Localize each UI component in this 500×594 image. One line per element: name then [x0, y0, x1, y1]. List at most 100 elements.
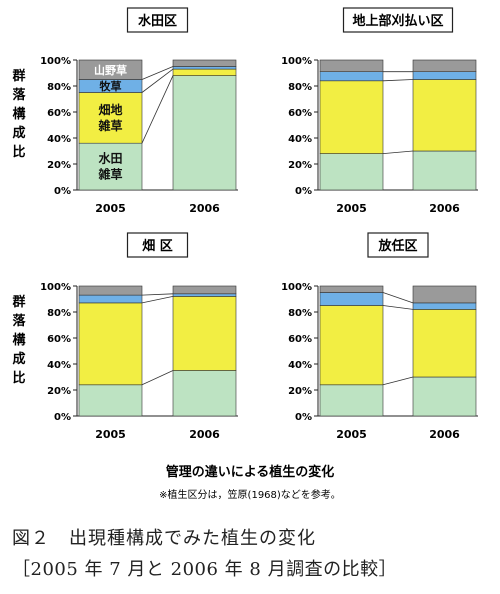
- bar-segment: [319, 384, 384, 417]
- bar-segment: [172, 285, 237, 295]
- bar-segment: [78, 92, 143, 144]
- chart-main-label: 管理の違いによる植生の変化: [166, 464, 335, 480]
- x-tick-label: 2006: [189, 428, 220, 441]
- bar-segment: [412, 302, 477, 310]
- bar-segment: [172, 59, 237, 67]
- y-axis-label-char: 構: [12, 106, 25, 122]
- y-axis-label-char: 構: [12, 332, 25, 348]
- connector-line: [141, 68, 174, 93]
- y-tick-label: 20%: [47, 386, 71, 397]
- x-tick-label: 2006: [429, 202, 460, 215]
- bar-segment: [319, 80, 384, 154]
- y-axis-label-char: 成: [12, 125, 25, 141]
- bar-segment: [319, 305, 384, 386]
- chart-title-box: [126, 232, 189, 258]
- connector-line: [382, 376, 414, 386]
- connector-line: [141, 293, 174, 296]
- y-tick-label: 40%: [47, 360, 71, 371]
- bar-segment: [78, 142, 143, 191]
- y-tick-label: 100%: [281, 56, 312, 67]
- series-label: 雑草: [97, 167, 122, 182]
- bar-segment: [412, 71, 477, 80]
- bar-segment: [319, 153, 384, 191]
- chart-title: 水田区: [138, 13, 177, 29]
- bar-segment: [78, 285, 143, 296]
- y-tick-label: 80%: [47, 308, 71, 319]
- chart-title: 地上部刈払い区: [352, 13, 443, 29]
- y-tick-label: 100%: [40, 56, 71, 67]
- y-axis-label-char: 群: [12, 294, 25, 310]
- bar-segment: [412, 285, 477, 304]
- y-tick-label: 40%: [288, 134, 312, 145]
- figure-caption-sub: ［2005 年 7 月と 2006 年 8 月調査の比較］: [12, 559, 398, 580]
- connector-line: [382, 305, 414, 310]
- connector-line: [382, 150, 414, 154]
- chart-panel: 放任区 0% 20% 40% 60% 80% 100% 2005 2006: [281, 232, 478, 441]
- y-tick-label: 20%: [288, 160, 312, 171]
- bar-segment: [319, 59, 384, 72]
- y-tick-label: 0%: [54, 186, 71, 197]
- y-tick-label: 80%: [288, 308, 312, 319]
- bar-segment: [78, 59, 143, 80]
- bar-segment: [412, 376, 477, 417]
- bar-segment: [412, 150, 477, 191]
- y-tick-label: 0%: [295, 412, 312, 423]
- series-label: 雑草: [97, 118, 122, 133]
- figure-caption: 図２ 出現種構成でみた植生の変化: [12, 528, 316, 549]
- connector-line: [141, 75, 174, 144]
- series-label: 畑地: [98, 102, 122, 117]
- y-tick-label: 80%: [288, 82, 312, 93]
- connector-line: [141, 370, 174, 386]
- series-label: 水田: [98, 151, 122, 166]
- y-axis-label-char: 成: [12, 351, 25, 367]
- bar-segment: [172, 293, 237, 297]
- bar-segment: [172, 370, 237, 417]
- bar-segment: [78, 384, 143, 417]
- y-axis-label-char: 比: [12, 370, 25, 386]
- y-tick-label: 100%: [40, 282, 71, 293]
- series-label: 山野草: [94, 63, 127, 77]
- chart-title: 畑 区: [142, 239, 173, 254]
- bar-segment: [412, 309, 477, 378]
- connector-line: [141, 66, 174, 80]
- y-tick-label: 60%: [288, 334, 312, 345]
- y-tick-label: 40%: [288, 360, 312, 371]
- y-axis-label-char: 落: [12, 313, 26, 329]
- connector-line: [382, 292, 414, 304]
- bar-segment: [172, 75, 237, 191]
- y-tick-label: 40%: [47, 134, 71, 145]
- y-tick-label: 20%: [288, 386, 312, 397]
- x-tick-label: 2006: [189, 202, 220, 215]
- y-tick-label: 60%: [288, 108, 312, 119]
- connector-line: [141, 296, 174, 304]
- y-tick-label: 60%: [47, 334, 71, 345]
- bar-segment: [78, 302, 143, 386]
- x-tick-label: 2005: [95, 428, 126, 441]
- x-tick-label: 2005: [336, 202, 367, 215]
- x-tick-label: 2006: [429, 428, 460, 441]
- bar-segment: [412, 79, 477, 152]
- series-label: 牧草: [100, 79, 122, 93]
- y-axis-label-char: 群: [12, 68, 25, 84]
- chart-title-box: [342, 7, 454, 33]
- y-tick-label: 100%: [281, 282, 312, 293]
- bar-segment: [172, 66, 237, 70]
- bar-segment: [319, 285, 384, 293]
- bar-segment: [319, 71, 384, 82]
- chart-title: 放任区: [377, 238, 417, 254]
- bar-segment: [78, 294, 143, 304]
- y-tick-label: 60%: [47, 108, 71, 119]
- connector-line: [382, 79, 414, 82]
- y-tick-label: 80%: [47, 82, 71, 93]
- bar-segment: [319, 292, 384, 306]
- y-tick-label: 20%: [47, 160, 71, 171]
- y-tick-label: 0%: [54, 412, 71, 423]
- x-tick-label: 2005: [95, 202, 126, 215]
- y-tick-label: 0%: [295, 186, 312, 197]
- chart-title-box: [126, 7, 189, 33]
- bar-segment: [172, 68, 237, 76]
- y-axis-label-char: 比: [12, 144, 25, 160]
